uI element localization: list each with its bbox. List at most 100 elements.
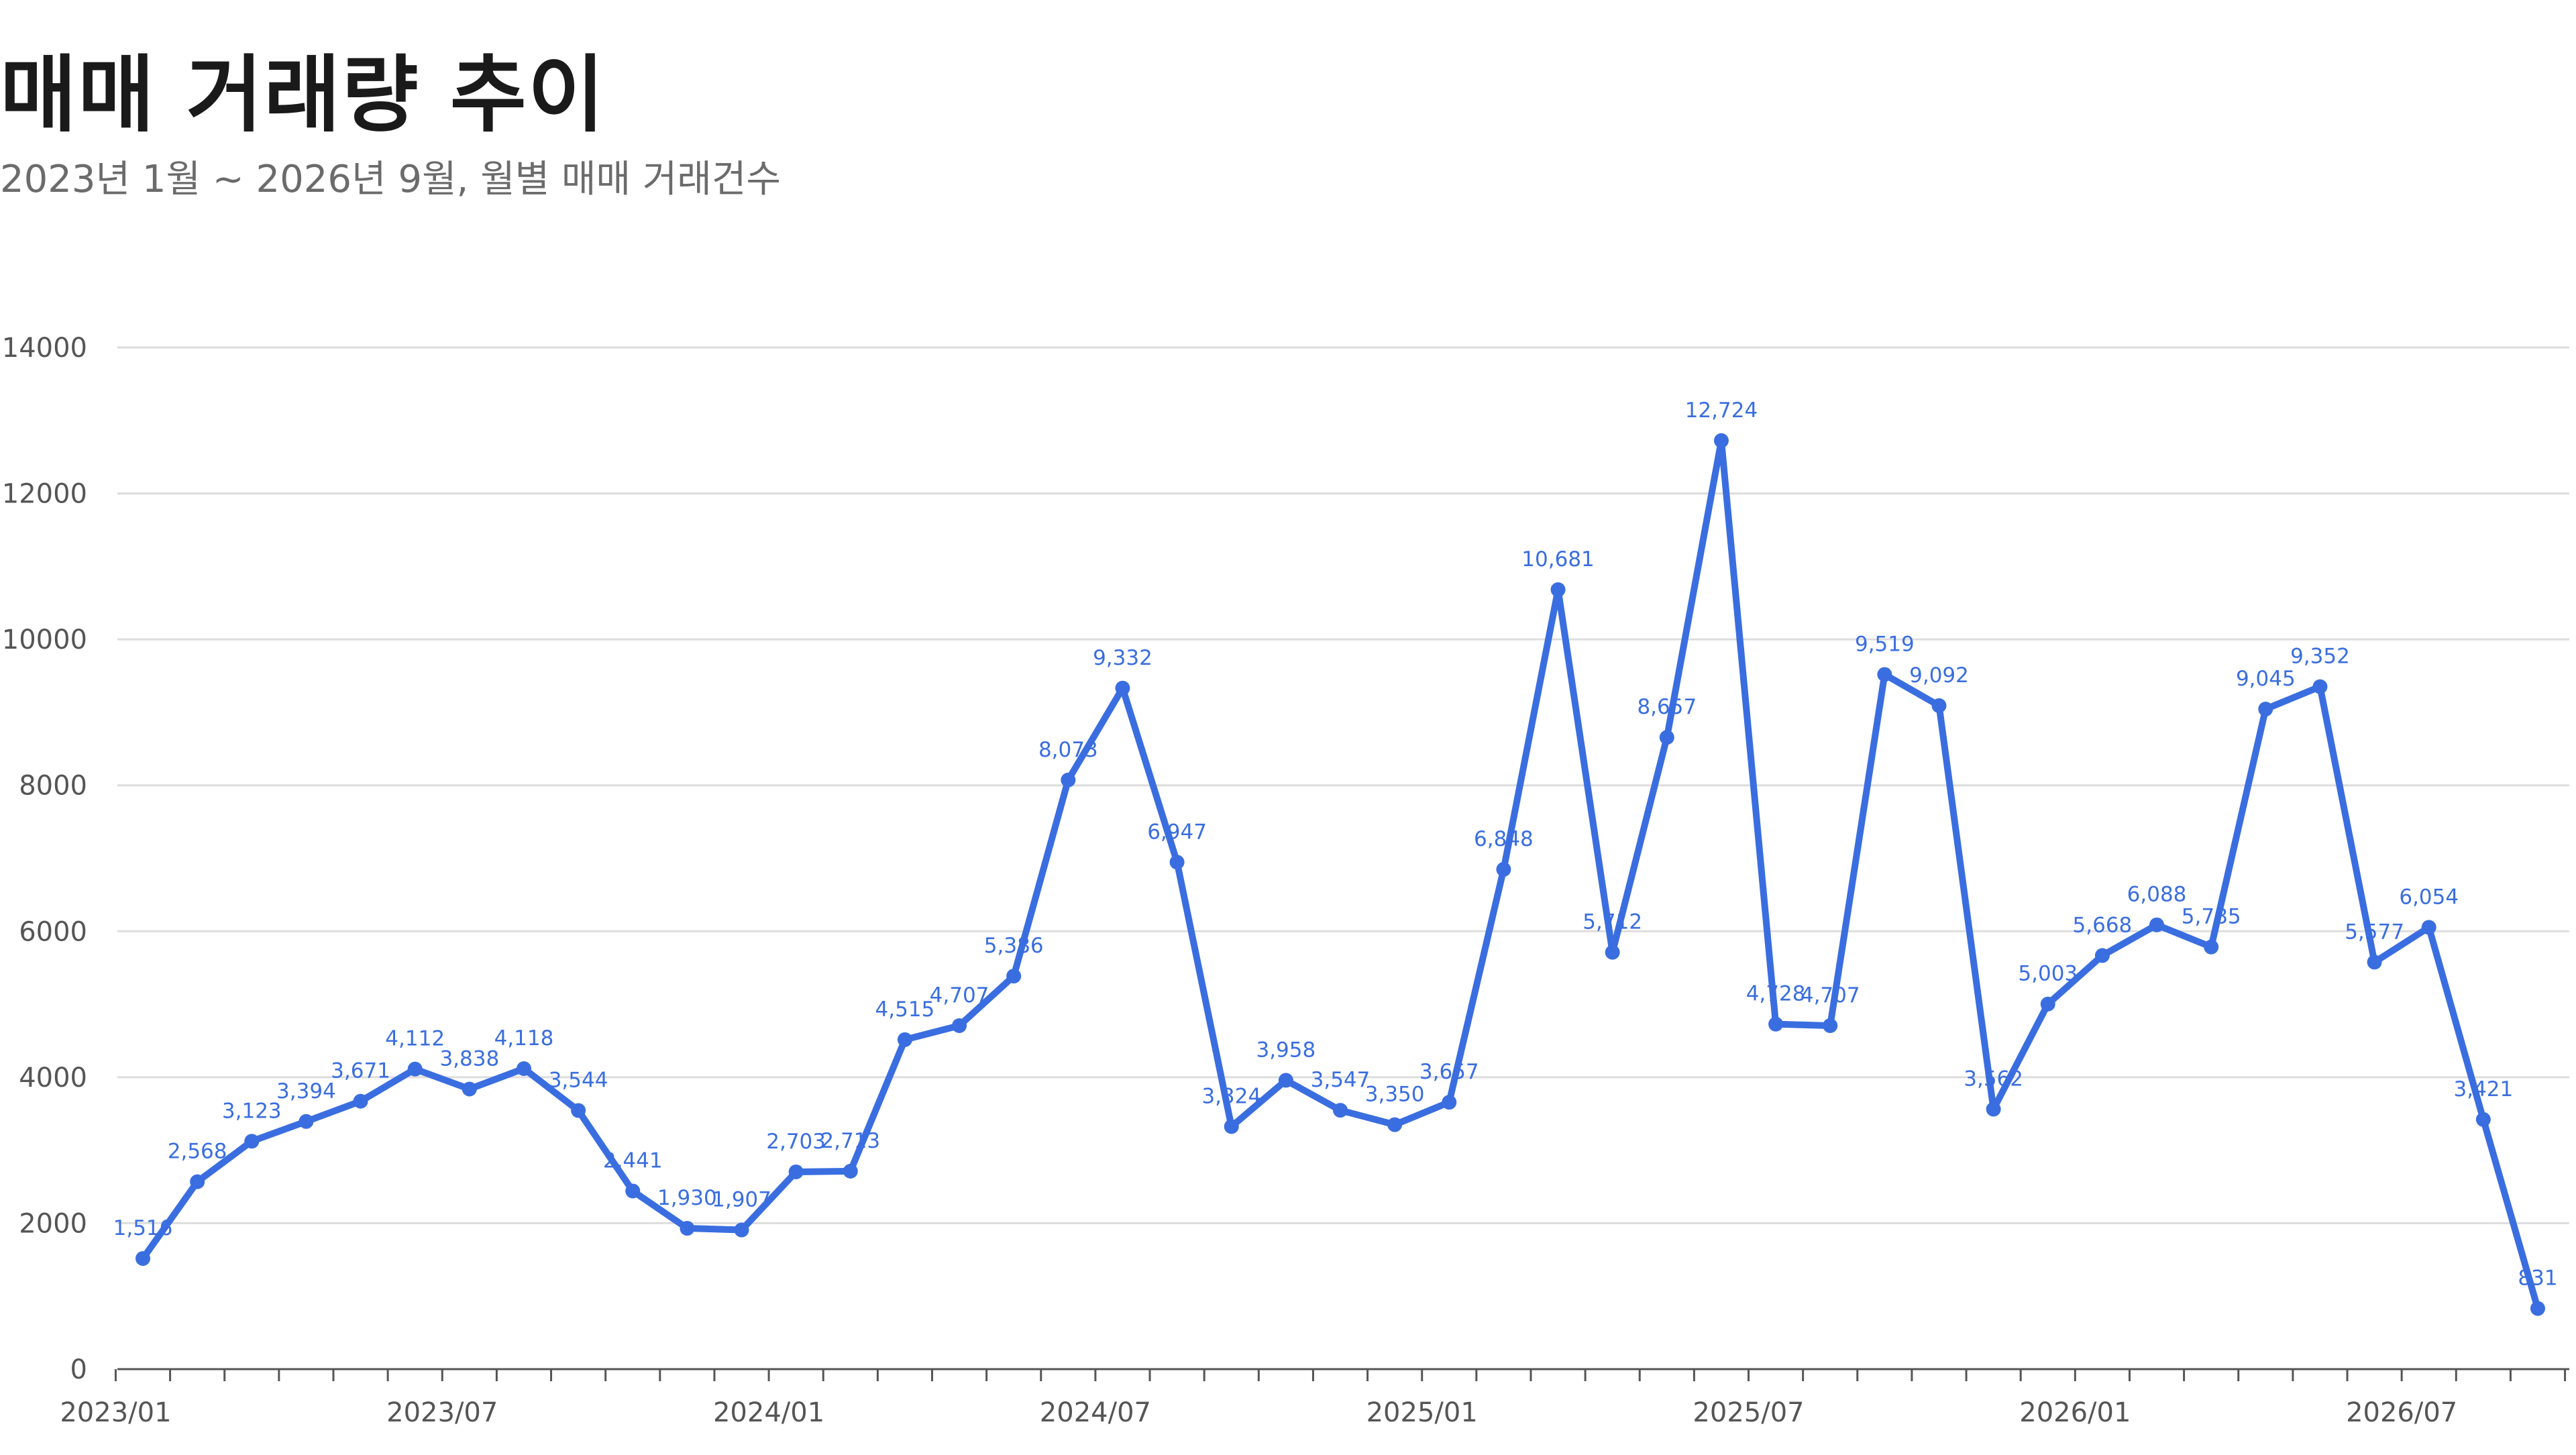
data-label: 9,045 <box>2236 667 2296 691</box>
data-point <box>299 1114 314 1129</box>
data-point <box>1713 433 1729 448</box>
data-label: 5,785 <box>2182 905 2241 929</box>
x-axis: 2023/01 2023/07 2024/01 2024/07 2025/01 2025/… <box>60 1368 2569 1428</box>
data-point <box>2530 1301 2545 1316</box>
data-point <box>2421 920 2436 935</box>
data-label: 3,123 <box>222 1099 282 1123</box>
data-point <box>734 1222 749 1238</box>
data-label: 3,394 <box>276 1079 336 1103</box>
data-point <box>2312 679 2328 694</box>
data-label: 3,350 <box>1365 1083 1425 1107</box>
data-point <box>680 1221 695 1236</box>
x-tick-label: 2024/01 <box>713 1397 824 1428</box>
data-point <box>1278 1073 1293 1088</box>
data-point <box>2149 917 2165 932</box>
data-label: 3,324 <box>1201 1084 1261 1108</box>
data-label: 4,728 <box>1746 982 1806 1006</box>
data-label: 12,724 <box>1685 398 1758 423</box>
y-axis: 0 2000 4000 6000 8000 10000 12000 14000 <box>2 333 87 1385</box>
data-point <box>1169 855 1185 870</box>
data-label: 9,519 <box>1855 632 1915 656</box>
y-tick-label: 2000 <box>19 1208 87 1239</box>
data-label: 3,671 <box>331 1059 390 1083</box>
data-label: 1,907 <box>712 1188 771 1212</box>
series-line-path <box>140 437 2541 1312</box>
data-label: 5,668 <box>2073 913 2133 937</box>
data-point <box>353 1093 368 1109</box>
data-point <box>1550 582 1566 598</box>
data-point <box>1659 730 1674 745</box>
data-point <box>1986 1101 2001 1117</box>
data-point <box>843 1163 858 1179</box>
data-label: 6,848 <box>1474 827 1534 851</box>
data-label: 10,681 <box>1521 547 1594 572</box>
y-tick-label: 4000 <box>19 1063 87 1093</box>
data-label: 6,947 <box>1147 820 1207 844</box>
data-label: 2,713 <box>820 1129 880 1153</box>
data-label: 9,332 <box>1093 646 1152 670</box>
x-tick-label: 2023/01 <box>60 1397 171 1428</box>
data-point <box>1115 680 1130 696</box>
data-label: 4,707 <box>1801 983 1860 1008</box>
data-label: 9,352 <box>2290 645 2350 669</box>
data-point <box>244 1134 260 1149</box>
data-label: 6,088 <box>2127 883 2187 907</box>
chart-subtitle: 2023년 1월 ~ 2026년 9월, 월별 매매 거래건수 <box>0 158 781 201</box>
data-label: 3,421 <box>2453 1077 2513 1101</box>
data-point <box>1387 1117 1403 1132</box>
data-point <box>1768 1016 1784 1032</box>
y-tick-label: 0 <box>70 1354 87 1385</box>
y-tick-label: 6000 <box>19 916 87 947</box>
data-point <box>1061 772 1076 788</box>
chart-title: 매매 거래량 추이 <box>0 47 606 144</box>
data-label: 831 <box>2518 1267 2557 1291</box>
data-label: 3,958 <box>1256 1038 1316 1062</box>
x-tick-label: 2024/07 <box>1040 1397 1151 1428</box>
data-point <box>2258 702 2273 717</box>
data-point <box>788 1164 804 1179</box>
x-tick-label: 2026/01 <box>2019 1397 2131 1428</box>
x-tick-label: 2023/07 <box>386 1397 498 1428</box>
y-tick-label: 8000 <box>19 771 87 802</box>
data-point <box>897 1032 912 1047</box>
y-tick-label: 12000 <box>2 479 87 510</box>
data-label: 3,562 <box>1964 1067 2023 1091</box>
data-label: 6,054 <box>2399 885 2459 909</box>
data-point <box>136 1251 150 1267</box>
data-points <box>136 433 2545 1316</box>
data-point <box>2040 996 2055 1012</box>
data-point <box>1931 698 1947 713</box>
x-tick-label: 2025/07 <box>1693 1397 1804 1428</box>
data-point <box>2094 948 2110 963</box>
data-point <box>625 1183 641 1199</box>
x-tick-label: 2025/01 <box>1366 1397 1478 1428</box>
data-point <box>571 1103 586 1118</box>
data-point <box>1877 667 1892 682</box>
data-point <box>1496 862 1511 877</box>
data-point <box>2475 1112 2491 1127</box>
data-label: 3,544 <box>549 1068 608 1092</box>
data-point <box>1442 1095 1457 1110</box>
data-point <box>190 1174 205 1189</box>
data-point <box>1224 1119 1239 1134</box>
data-label: 8,657 <box>1637 695 1697 719</box>
series-line <box>140 437 2541 1312</box>
y-tick-label: 10000 <box>2 625 87 655</box>
data-point <box>462 1081 477 1097</box>
data-point <box>1823 1018 1838 1033</box>
data-point <box>2204 939 2219 955</box>
data-point <box>407 1061 423 1077</box>
data-label: 2,703 <box>766 1130 826 1154</box>
data-label: 3,657 <box>1419 1060 1479 1084</box>
x-tick-label: 2026/07 <box>2346 1397 2457 1428</box>
data-label: 9,092 <box>1909 663 1969 688</box>
data-point <box>1605 945 1620 960</box>
data-label: 4,515 <box>875 998 935 1022</box>
data-label: 5,577 <box>2345 920 2404 944</box>
data-point <box>1006 969 1022 984</box>
data-label: 3,838 <box>439 1046 499 1071</box>
data-label: 3,547 <box>1311 1068 1371 1092</box>
data-point <box>2367 955 2382 970</box>
